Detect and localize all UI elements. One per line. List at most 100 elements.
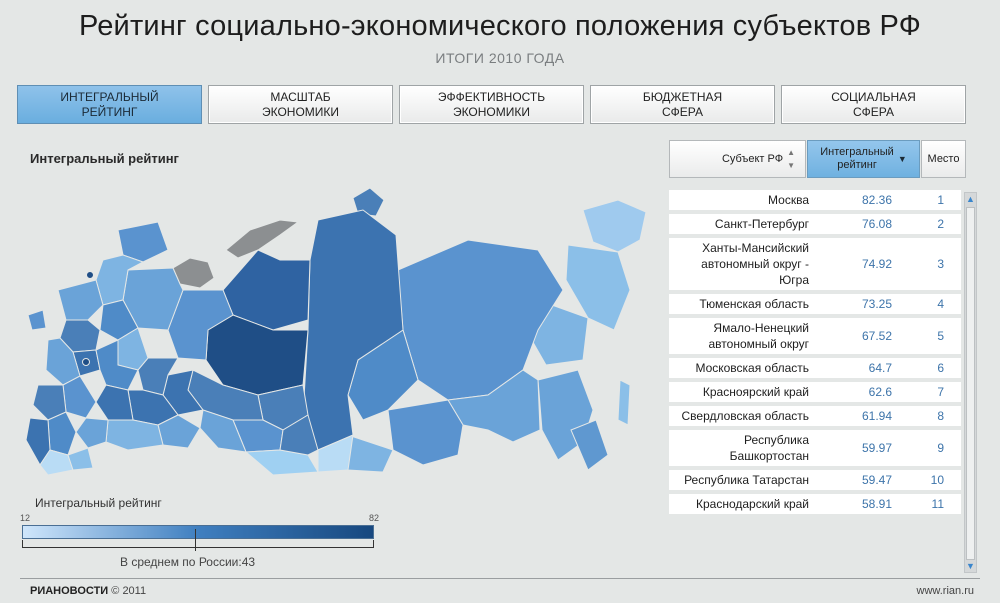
sort-by-place-button[interactable]: Место (921, 140, 966, 178)
ria-novosti-logo: РИАНОВОСТИ © 2011 (30, 585, 147, 597)
footer-divider (20, 578, 980, 579)
region-komi[interactable] (167, 289, 234, 361)
region-nizhny-novgorod[interactable] (95, 339, 139, 391)
region-leningrad[interactable] (57, 279, 104, 321)
region-name: Москва (768, 193, 809, 207)
table-row[interactable]: Московская область 64.7 6 (669, 358, 961, 378)
legend-max-label: 82 (369, 513, 380, 523)
region-name: Тюменская область (699, 297, 809, 311)
table-row[interactable]: Ханты-Мансийский автономный округ - Югра… (669, 238, 961, 290)
rank-value: 8 (937, 409, 944, 423)
region-name: Ямало-Ненецкий автономный округ (708, 321, 810, 351)
region-north-caucasus[interactable] (39, 449, 74, 476)
sort-subject-label: Субъект РФ (721, 152, 784, 165)
table-row[interactable]: Красноярский край 62.6 7 (669, 382, 961, 402)
table-row[interactable]: Санкт-Петербург 76.08 2 (669, 214, 961, 234)
legend-min-label: 12 (20, 513, 31, 523)
tab-label: МАСШТАБ ЭКОНОМИКИ (261, 89, 340, 119)
rating-value: 73.25 (861, 297, 892, 311)
rating-value: 64.7 (868, 361, 892, 375)
region-name: Республика Татарстан (684, 473, 809, 487)
rating-value: 74.92 (861, 257, 892, 271)
table-scrollbar[interactable]: ▲ ▼ (964, 192, 977, 573)
scroll-thumb[interactable] (966, 207, 975, 560)
scroll-up-icon[interactable]: ▲ (966, 194, 975, 204)
region-rostov[interactable] (47, 411, 77, 456)
site-link[interactable]: www.rian.ru (916, 585, 974, 597)
rank-value: 2 (937, 217, 944, 231)
rank-value: 7 (937, 385, 944, 399)
page-subtitle: ИТОГИ 2010 ГОДА (435, 50, 565, 66)
tab-social-sphere[interactable]: СОЦИАЛЬНАЯ СФЕРА (781, 85, 966, 124)
legend-title: Интегральный рейтинг (35, 496, 162, 510)
region-saratov[interactable] (75, 417, 109, 449)
tab-economy-scale[interactable]: МАСШТАБ ЭКОНОМИКИ (208, 85, 393, 124)
rank-value: 9 (937, 441, 944, 455)
region-orenburg[interactable] (105, 419, 164, 451)
table-row[interactable]: Республика Татарстан 59.47 10 (669, 470, 961, 490)
table-row[interactable]: Ямало-Ненецкий автономный округ 67.52 5 (669, 318, 961, 354)
legend-average-label: В среднем по России:43 (120, 555, 256, 569)
table-row[interactable]: Республика Башкортостан 59.97 9 (669, 430, 961, 466)
region-novaya-zemlya[interactable] (225, 219, 300, 259)
sort-rating-label: Интегральный рейтинг (820, 146, 894, 171)
rank-value: 5 (937, 329, 944, 343)
tab-label: ЭФФЕКТИВНОСТЬ ЭКОНОМИКИ (437, 89, 546, 119)
region-murmansk[interactable] (117, 221, 169, 263)
region-yakutia[interactable] (397, 239, 564, 401)
region-name: Санкт-Петербург (714, 217, 809, 231)
region-amur[interactable] (447, 369, 541, 443)
region-name: Московская область (695, 361, 809, 375)
region-altai[interactable] (244, 449, 319, 476)
rating-table: Москва 82.36 1 Санкт-Петербург 76.08 2 Х… (669, 190, 961, 573)
table-row[interactable]: Тюменская область 73.25 4 (669, 294, 961, 314)
region-moscow[interactable] (82, 358, 90, 366)
rank-value: 4 (937, 297, 944, 311)
region-chukotka[interactable] (582, 199, 647, 253)
region-name: Красноярский край (702, 385, 809, 399)
region-primorye[interactable] (570, 419, 609, 471)
legend-bracket (22, 540, 374, 548)
rank-value: 10 (930, 473, 944, 487)
rating-value: 62.6 (868, 385, 892, 399)
rank-value: 6 (937, 361, 944, 375)
scroll-down-icon[interactable]: ▼ (966, 561, 975, 571)
russia-regions-map[interactable] (18, 180, 648, 480)
legend-color-scale (22, 525, 374, 539)
copyright: © 2011 (111, 585, 147, 597)
region-kaliningrad[interactable] (27, 309, 47, 331)
region-dagestan[interactable] (67, 447, 94, 471)
rating-value: 67.52 (861, 329, 892, 343)
region-name: Свердловская область (681, 409, 809, 423)
region-name: Краснодарский край (695, 497, 809, 511)
sort-by-rating-button[interactable]: Интегральный рейтинг ▼ (807, 140, 920, 178)
region-voronezh[interactable] (62, 375, 97, 419)
region-zabaykalsky[interactable] (387, 399, 464, 466)
tab-integral-rating[interactable]: ИНТЕГРАЛЬНЫЙ РЕЙТИНГ (17, 85, 202, 124)
legend-average-marker (195, 529, 196, 551)
region-name: Республика Башкортостан (729, 433, 809, 463)
rating-value: 59.97 (861, 441, 892, 455)
tab-economy-efficiency[interactable]: ЭФФЕКТИВНОСТЬ ЭКОНОМИКИ (399, 85, 584, 124)
region-kemerovo[interactable] (279, 414, 319, 456)
table-row[interactable]: Москва 82.36 1 (669, 190, 961, 210)
rating-value: 76.08 (861, 217, 892, 231)
region-tyva[interactable] (317, 434, 354, 473)
rating-value: 82.36 (861, 193, 892, 207)
region-kamchatka[interactable] (565, 244, 631, 331)
region-buryatia[interactable] (347, 434, 394, 473)
region-sakhalin[interactable] (617, 379, 631, 426)
region-name: Ханты-Мансийский автономный округ - Югра (701, 241, 809, 287)
region-tatarstan[interactable] (95, 384, 134, 421)
tab-budget-sphere[interactable]: БЮДЖЕТНАЯ СФЕРА (590, 85, 775, 124)
table-row[interactable]: Краснодарский край 58.91 11 (669, 494, 961, 514)
section-title: Интегральный рейтинг (30, 151, 179, 166)
region-omsk[interactable] (199, 409, 247, 453)
tab-label: СОЦИАЛЬНАЯ СФЕРА (831, 89, 916, 119)
sort-arrows-icon: ▲ ▼ (787, 148, 795, 170)
tab-label: БЮДЖЕТНАЯ СФЕРА (642, 89, 723, 119)
sort-by-subject-button[interactable]: Субъект РФ ▲ ▼ (669, 140, 806, 178)
region-khanty-mansi[interactable] (205, 314, 309, 396)
table-row[interactable]: Свердловская область 61.94 8 (669, 406, 961, 426)
region-saint-petersburg[interactable] (86, 271, 94, 279)
